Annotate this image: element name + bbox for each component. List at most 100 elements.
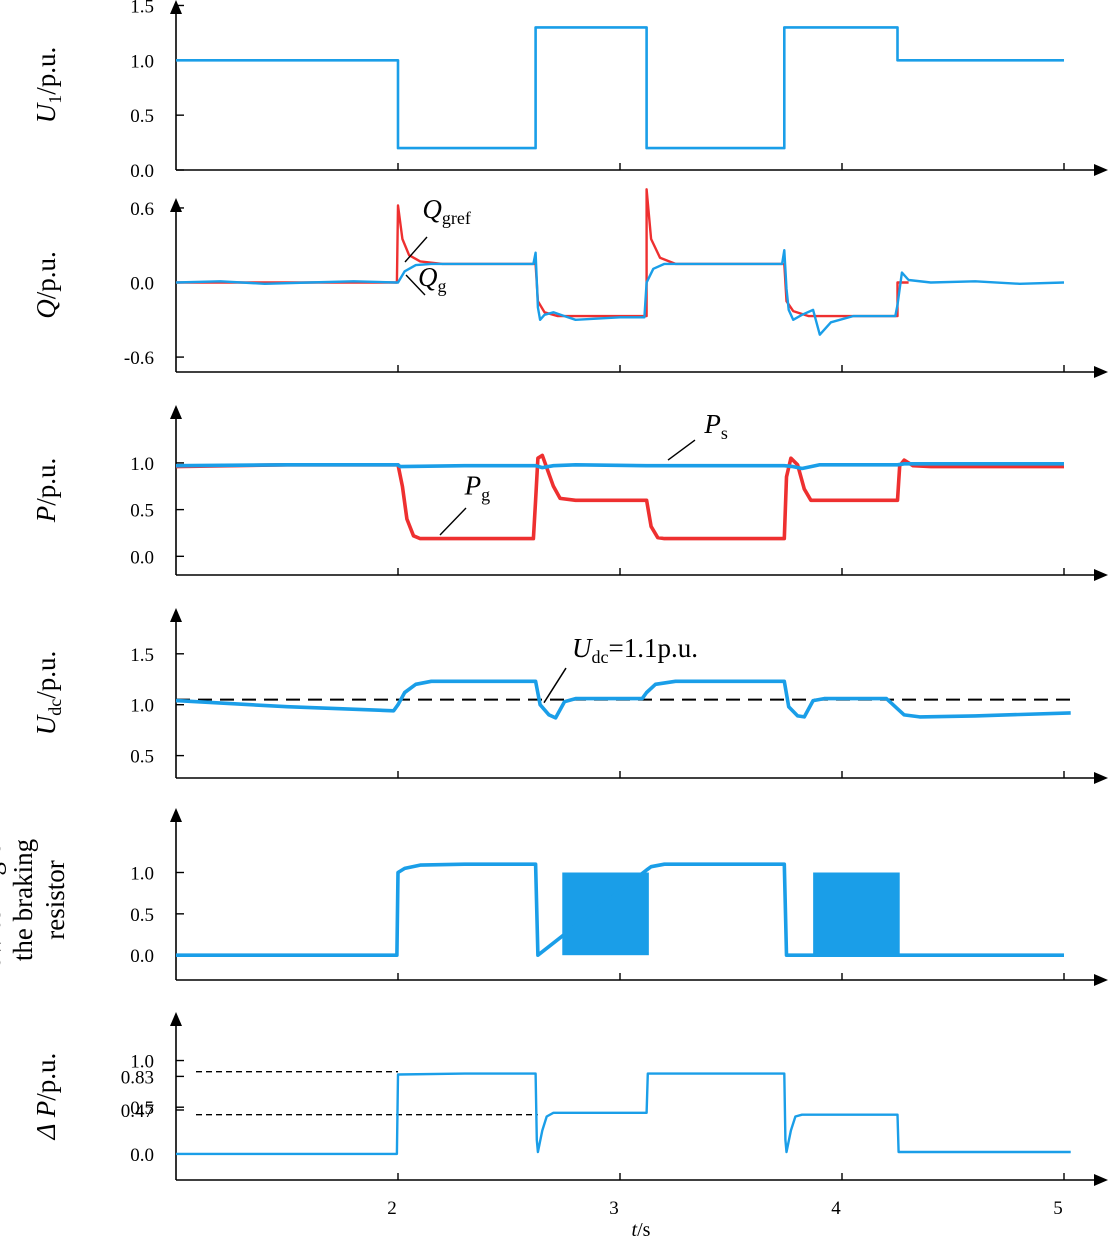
udc-series-0: [175, 679, 1071, 720]
q-annotation-gref: Qgref: [422, 194, 470, 228]
x-tick-label-2: 2: [387, 1198, 397, 1219]
panel-u1: 0.0 0.5 1.0 1.5 U1/p.u.: [31, 0, 1108, 182]
dp-y-tick-label-1.0: 1.0: [130, 1052, 154, 1073]
p-series-p-s: [175, 462, 1064, 471]
q-y-tick-label-0.6: 0.6: [130, 199, 154, 220]
udc-y-label-unit: /p.u.: [31, 651, 61, 699]
p-annotation-s: Ps: [703, 409, 728, 443]
p-series-p-g: [175, 453, 1064, 541]
q-y-label-symbol: Q: [31, 299, 61, 319]
q-annotation-symbol-1: Q: [418, 262, 438, 292]
u1-y-arrow: [170, 0, 182, 14]
dp-x-arrow: [1094, 1174, 1108, 1186]
brake-x-arrow: [1094, 974, 1108, 986]
brake-y-label-line-2: resistor: [40, 860, 70, 939]
p-y-tick-label-1.0: 1.0: [130, 454, 154, 475]
brake-y-label-line-1: the braking: [8, 839, 38, 961]
udc-reference-leader: [543, 667, 567, 704]
udc-reference-label: Udc=1.1p.u.: [572, 633, 698, 667]
panel-brake: 0.0 0.5 1.0 switching ofthe brakingresistor: [0, 808, 1108, 986]
x-tick-label-3: 3: [609, 1198, 619, 1219]
brake-series-0: [176, 862, 1064, 957]
dp-y-label: Δ P/p.u.: [31, 1053, 61, 1141]
p-s-leader: [667, 439, 696, 461]
x-tick-label-4: 4: [831, 1198, 841, 1219]
q-annotation-g: Qg: [418, 262, 447, 296]
x-tick-label-5: 5: [1053, 1198, 1063, 1219]
panel-dp: 0.0 0.470.5 0.831.0 Δ P/p.u. 2 3 4 5: [31, 1012, 1108, 1219]
brake-y-tick-label-0.5: 0.5: [130, 905, 154, 926]
udc-y-arrow: [170, 608, 182, 622]
x-axis-label-italic: t: [632, 1219, 638, 1239]
q-annotation-sub-1: g: [437, 276, 446, 296]
x-axis-label-unit: /s: [637, 1219, 651, 1239]
dp-y-label-unit: /p.u.: [31, 1053, 61, 1101]
q-y-label: Q/p.u.: [31, 251, 61, 319]
x-axis-label: t/s: [632, 1219, 651, 1239]
p-annotation-sub-0: s: [721, 423, 728, 443]
brake-y-label: switching ofthe brakingresistor: [0, 833, 70, 967]
brake-y-tick-label-1.0: 1.0: [130, 864, 154, 885]
q-y-tick-label--0.6: -0.6: [124, 348, 154, 369]
u1-y-tick-label-0.0: 0.0: [130, 161, 154, 182]
u1-y-tick-label-0.5: 0.5: [130, 106, 154, 127]
udc-y-tick-label-1.5: 1.5: [130, 645, 154, 666]
p-x-arrow: [1094, 569, 1108, 581]
q-series-q-g: [175, 249, 1065, 336]
svg-text:t/s: t/s: [632, 1219, 651, 1239]
p-y-label-symbol: P: [31, 506, 61, 524]
q-annotation-symbol-0: Q: [422, 194, 442, 224]
u1-y-label-sub: 1: [45, 95, 65, 104]
dp-y-arrow: [170, 1012, 182, 1026]
q-g-leader: [405, 274, 426, 296]
dp-y-tick-label-0.83: 0.83: [121, 1067, 154, 1088]
q-y-label-unit: /p.u.: [31, 251, 61, 299]
dp-y-tick-label-0.5: 0.5: [130, 1098, 154, 1119]
q-x-arrow: [1094, 366, 1108, 378]
udc-ref-symbol: U: [572, 633, 593, 663]
u1-series-0: [176, 26, 1064, 150]
dp-y-label-prefix: Δ: [31, 1117, 61, 1140]
brake-switching-block-0: [562, 872, 649, 956]
p-y-arrow: [170, 405, 182, 419]
p-annotation-symbol-1: P: [464, 471, 482, 501]
u1-y-label-unit: /p.u.: [31, 47, 61, 95]
p-y-label: P/p.u.: [31, 458, 61, 524]
udc-x-arrow: [1094, 772, 1108, 784]
u1-y-label: U1/p.u.: [31, 47, 65, 124]
udc-y-tick-label-1.0: 1.0: [130, 696, 154, 717]
u1-x-arrow: [1094, 164, 1108, 176]
p-annotation-symbol-0: P: [703, 409, 721, 439]
udc-y-label-sub: dc: [45, 699, 65, 716]
p-y-label-unit: /p.u.: [31, 458, 61, 506]
u1-y-tick-label-1.0: 1.0: [130, 51, 154, 72]
p-g-leader: [439, 507, 467, 536]
dp-series-0: [176, 1072, 1071, 1156]
udc-ref-sub: dc: [592, 647, 609, 667]
p-y-tick-label-0.0: 0.0: [130, 547, 154, 568]
brake-y-label-line-0: switching of: [0, 833, 6, 967]
u1-y-label-symbol: U: [31, 102, 61, 123]
q-gref-leader: [404, 236, 428, 263]
q-y-tick-label-0.0: 0.0: [130, 274, 154, 295]
dp-y-label-symbol: P: [31, 1101, 61, 1119]
p-annotation-g: Pg: [464, 471, 491, 505]
brake-switching-block-1: [813, 872, 900, 956]
udc-y-label-symbol: U: [31, 714, 61, 735]
brake-y-arrow: [170, 808, 182, 822]
p-y-tick-label-0.5: 0.5: [130, 501, 154, 522]
u1-y-tick-label-1.5: 1.5: [130, 0, 154, 17]
udc-y-tick-label-0.5: 0.5: [130, 747, 154, 768]
dp-y-tick-label-0.0: 0.0: [130, 1145, 154, 1166]
udc-ref-rest: =1.1p.u.: [609, 633, 698, 663]
brake-y-tick-label-0.0: 0.0: [130, 946, 154, 967]
udc-y-label: Udc/p.u.: [31, 651, 65, 736]
dp-y-tick-label-0.47: 0.47: [121, 1101, 154, 1122]
q-y-arrow: [170, 198, 182, 212]
q-annotation-sub-0: gref: [442, 208, 471, 228]
